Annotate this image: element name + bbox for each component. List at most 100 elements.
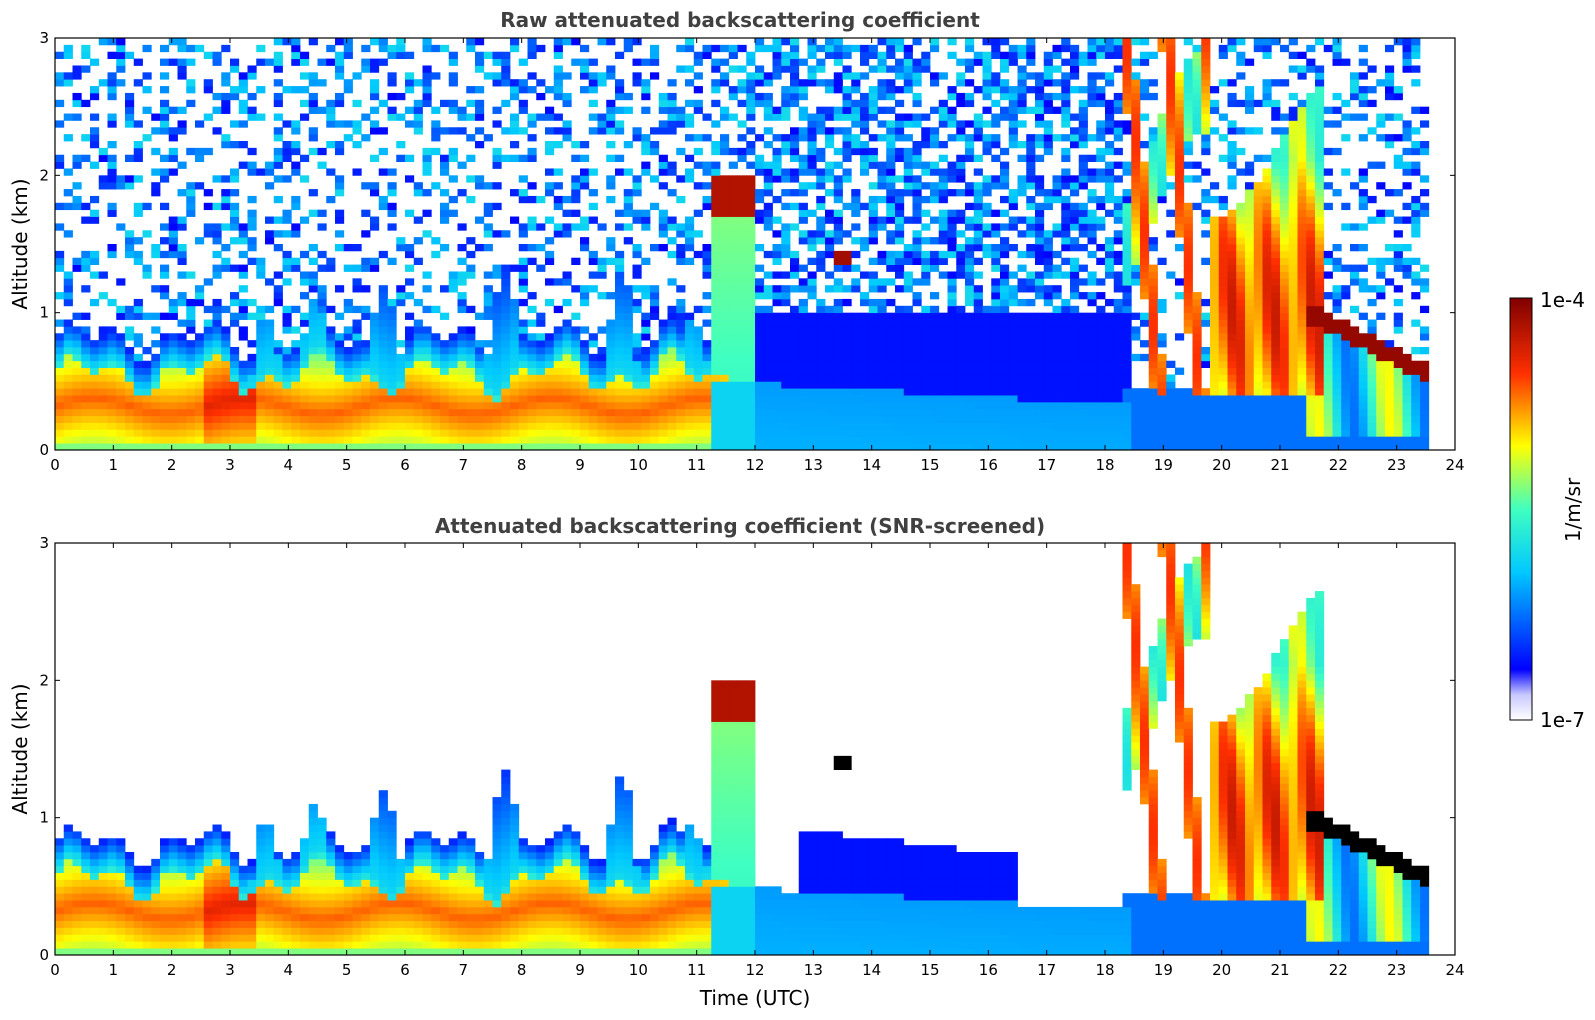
heatmap-cell bbox=[273, 154, 283, 162]
heatmap-cell bbox=[1192, 120, 1202, 128]
heatmap-cell bbox=[755, 415, 765, 423]
heatmap-cell bbox=[440, 189, 450, 197]
heatmap-cell bbox=[177, 333, 187, 341]
heatmap-cell bbox=[422, 326, 432, 334]
heatmap-cell bbox=[886, 216, 896, 224]
heatmap-cell bbox=[1087, 429, 1097, 437]
heatmap-cell bbox=[107, 209, 117, 217]
heatmap-cell bbox=[151, 360, 161, 368]
heatmap-cell bbox=[1157, 120, 1167, 128]
heatmap-cell bbox=[1113, 38, 1123, 46]
heatmap-cell bbox=[63, 72, 73, 80]
heatmap-cell bbox=[903, 305, 913, 314]
heatmap-cell bbox=[763, 443, 773, 451]
heatmap-cell bbox=[781, 86, 791, 94]
heatmap-cell bbox=[755, 44, 765, 53]
heatmap-cell bbox=[1078, 367, 1088, 375]
heatmap-cell bbox=[606, 154, 616, 162]
heatmap-cell bbox=[1105, 237, 1115, 245]
heatmap-cell bbox=[877, 257, 887, 265]
heatmap-cell bbox=[1140, 230, 1150, 238]
heatmap-cell bbox=[527, 113, 537, 121]
heatmap-cell bbox=[300, 360, 310, 368]
heatmap-cell bbox=[737, 278, 747, 286]
heatmap-cell bbox=[982, 92, 992, 101]
heatmap-cell bbox=[685, 312, 695, 320]
heatmap-cell bbox=[1148, 195, 1158, 204]
heatmap-cell bbox=[370, 326, 380, 334]
heatmap-cell bbox=[903, 147, 913, 156]
heatmap-cell bbox=[1026, 216, 1036, 224]
heatmap-cell bbox=[1113, 147, 1123, 156]
heatmap-cell bbox=[501, 422, 511, 430]
heatmap-cell bbox=[247, 381, 257, 389]
heatmap-cell bbox=[151, 326, 161, 334]
heatmap-cell bbox=[1087, 312, 1097, 320]
heatmap-cell bbox=[895, 147, 905, 156]
heatmap-cell bbox=[1070, 202, 1080, 211]
heatmap-cell bbox=[868, 360, 878, 368]
heatmap-cell bbox=[238, 367, 248, 375]
heatmap-cell bbox=[90, 209, 100, 217]
heatmap-cell bbox=[790, 395, 800, 403]
heatmap-cell bbox=[63, 353, 73, 362]
heatmap-cell bbox=[1140, 175, 1150, 183]
heatmap-cell bbox=[1201, 347, 1211, 355]
heatmap-cell bbox=[667, 326, 677, 334]
heatmap-cell bbox=[151, 353, 161, 362]
heatmap-cell bbox=[781, 429, 791, 437]
heatmap-cell bbox=[1043, 92, 1053, 101]
heatmap-cell bbox=[781, 285, 791, 293]
heatmap-cell bbox=[501, 264, 511, 272]
heatmap-cell bbox=[475, 86, 485, 94]
heatmap-cell bbox=[1052, 367, 1062, 375]
heatmap-cell bbox=[1070, 209, 1080, 217]
heatmap-cell bbox=[1148, 360, 1158, 368]
heatmap-cell bbox=[991, 436, 1001, 444]
heatmap-cell bbox=[615, 106, 625, 114]
heatmap-cell bbox=[658, 408, 668, 417]
heatmap-cell bbox=[510, 374, 520, 382]
heatmap-cell bbox=[413, 388, 423, 396]
heatmap-cell bbox=[737, 353, 747, 362]
heatmap-cell bbox=[956, 79, 966, 87]
heatmap-cell bbox=[518, 367, 528, 375]
heatmap-cell bbox=[335, 175, 345, 183]
heatmap-cell bbox=[247, 72, 257, 80]
heatmap-cell bbox=[1140, 161, 1150, 169]
heatmap-cell bbox=[221, 340, 231, 348]
heatmap-cell bbox=[1026, 374, 1036, 382]
heatmap-cell bbox=[370, 429, 380, 437]
heatmap-cell bbox=[168, 154, 178, 162]
heatmap-cell bbox=[580, 58, 590, 66]
heatmap-cell bbox=[1035, 278, 1045, 286]
heatmap-cell bbox=[492, 347, 502, 355]
heatmap-cell bbox=[746, 51, 756, 59]
heatmap-cell bbox=[300, 278, 310, 286]
heatmap-cell bbox=[308, 106, 318, 114]
heatmap-cell bbox=[667, 168, 677, 176]
heatmap-cell bbox=[1113, 250, 1123, 259]
heatmap-cell bbox=[133, 333, 143, 341]
heatmap-cell bbox=[1070, 367, 1080, 375]
heatmap-cell bbox=[1166, 38, 1176, 46]
heatmap-cell bbox=[212, 401, 222, 410]
heatmap-cell bbox=[168, 134, 178, 142]
heatmap-cell bbox=[868, 298, 878, 307]
heatmap-cell bbox=[781, 408, 791, 417]
heatmap-cell bbox=[422, 381, 432, 389]
heatmap-cell bbox=[991, 278, 1001, 286]
heatmap-cell bbox=[536, 223, 546, 231]
heatmap-cell bbox=[1096, 278, 1106, 286]
heatmap-cell bbox=[1122, 436, 1132, 444]
heatmap-cell bbox=[728, 305, 738, 314]
heatmap-cell bbox=[1061, 209, 1071, 217]
heatmap-cell bbox=[440, 161, 450, 169]
heatmap-cell bbox=[510, 113, 520, 121]
heatmap-cell bbox=[1140, 141, 1150, 149]
heatmap-cell bbox=[553, 230, 563, 238]
heatmap-cell bbox=[1096, 312, 1106, 320]
heatmap-cell bbox=[1008, 436, 1018, 444]
heatmap-cell bbox=[1148, 388, 1158, 396]
heatmap-cell bbox=[877, 326, 887, 334]
